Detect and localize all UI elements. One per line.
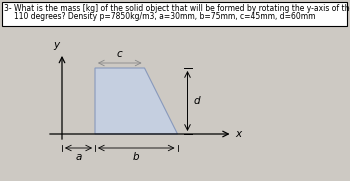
Text: 110 degrees? Density p=7850kg/m3, a=30mm, b=75mm, c=45mm, d=60mm: 110 degrees? Density p=7850kg/m3, a=30mm… xyxy=(14,12,315,21)
Text: x: x xyxy=(236,129,241,139)
Text: c: c xyxy=(117,49,122,59)
Text: d: d xyxy=(194,96,200,106)
Polygon shape xyxy=(95,68,177,134)
FancyBboxPatch shape xyxy=(2,2,347,26)
Text: 3- What is the mass [kg] of the solid object that will be formed by rotating the: 3- What is the mass [kg] of the solid ob… xyxy=(4,4,350,13)
Text: b: b xyxy=(133,152,140,162)
Text: a: a xyxy=(75,152,82,162)
Text: y: y xyxy=(53,40,59,50)
